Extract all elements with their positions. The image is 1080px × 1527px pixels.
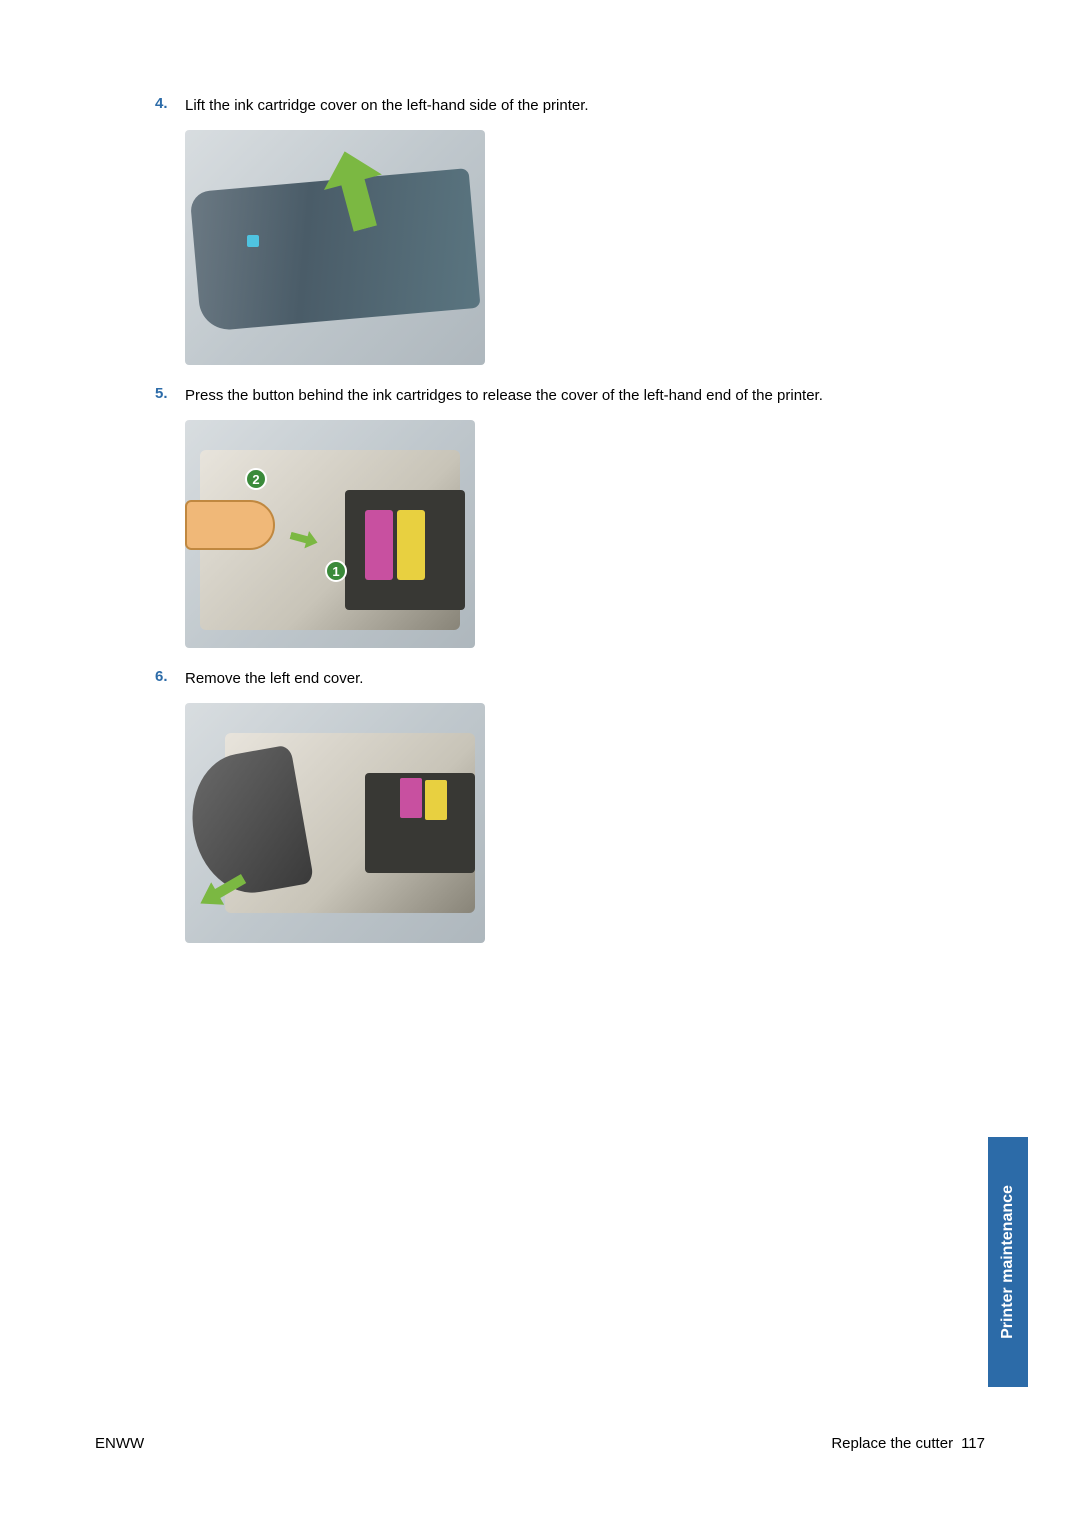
printer-button-indicator — [247, 235, 259, 247]
yellow-cartridge-shape — [425, 780, 447, 820]
callout-badge-2: 2 — [245, 468, 267, 490]
yellow-cartridge-shape — [397, 510, 425, 580]
footer-left: ENWW — [95, 1435, 144, 1452]
printer-remove-cover-illustration — [185, 703, 485, 943]
page-content: 4. Lift the ink cartridge cover on the l… — [0, 0, 1080, 943]
magenta-cartridge-shape — [365, 510, 393, 580]
step-4: 4. Lift the ink cartridge cover on the l… — [155, 95, 990, 116]
step-5-image: 2 1 — [185, 420, 990, 648]
section-tab-label: Printer maintenance — [999, 1185, 1017, 1339]
magenta-cartridge-shape — [400, 778, 422, 818]
printer-press-button-illustration: 2 1 — [185, 420, 475, 648]
footer-page-number: 117 — [961, 1435, 985, 1452]
printer-lift-cover-illustration — [185, 130, 485, 365]
step-6-image — [185, 703, 990, 943]
footer-right: Replace the cutter 117 — [831, 1435, 985, 1452]
callout-badge-1: 1 — [325, 560, 347, 582]
step-number: 5. — [155, 385, 185, 406]
step-number: 4. — [155, 95, 185, 116]
step-4-image — [185, 130, 990, 365]
step-text: Remove the left end cover. — [185, 668, 363, 689]
printer-body-shape — [189, 168, 480, 332]
hand-shape — [185, 500, 275, 550]
step-text: Press the button behind the ink cartridg… — [185, 385, 823, 406]
step-6: 6. Remove the left end cover. — [155, 668, 990, 689]
section-tab: Printer maintenance — [988, 1137, 1028, 1387]
page-footer: ENWW Replace the cutter 117 — [95, 1435, 985, 1452]
step-5: 5. Press the button behind the ink cartr… — [155, 385, 990, 406]
step-text: Lift the ink cartridge cover on the left… — [185, 95, 589, 116]
footer-section-title: Replace the cutter — [831, 1435, 953, 1452]
step-number: 6. — [155, 668, 185, 689]
